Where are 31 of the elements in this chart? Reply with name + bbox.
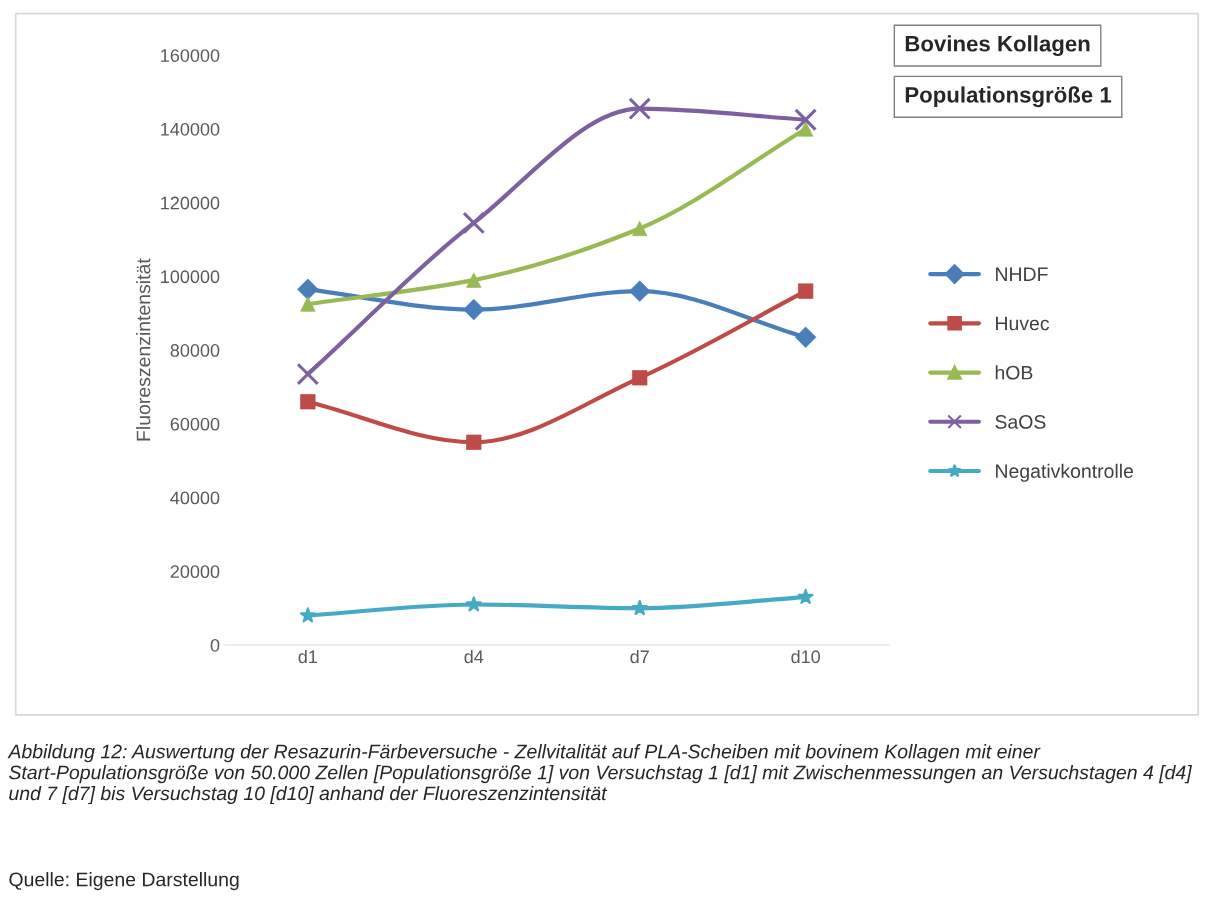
y-axis-title: Fluoreszenzintensität bbox=[136, 258, 151, 441]
y-tick-label: 60000 bbox=[170, 417, 220, 431]
y-tick-label: 40000 bbox=[170, 491, 220, 505]
x-tick-label: d10 bbox=[791, 649, 821, 664]
point bbox=[794, 108, 817, 132]
point bbox=[296, 362, 320, 386]
legend-label: Negativkontrolle bbox=[996, 463, 1134, 482]
legend-label: hOB bbox=[995, 365, 1033, 380]
y-tick-label: 100000 bbox=[161, 270, 220, 284]
point bbox=[299, 607, 316, 623]
legend-label: NHDF bbox=[996, 267, 1048, 281]
x-tick-label: d4 bbox=[464, 649, 484, 664]
point bbox=[465, 596, 482, 612]
point bbox=[628, 97, 652, 121]
point bbox=[462, 211, 486, 235]
text: Bovines Kollagen bbox=[905, 35, 1090, 57]
y-tick-label: 160000 bbox=[161, 49, 220, 62]
point bbox=[631, 599, 648, 616]
y-tick-label: 0 bbox=[210, 638, 220, 652]
source-note: Quelle: Eigene Darstellung bbox=[9, 872, 239, 891]
y-tick-label: 120000 bbox=[161, 196, 220, 210]
x-tick-label: d7 bbox=[630, 649, 649, 664]
legend-label: SaOS bbox=[995, 415, 1046, 429]
x-tick-label: d1 bbox=[298, 649, 317, 664]
text: Populationsgröße 1 bbox=[905, 86, 1112, 108]
y-tick-label: 20000 bbox=[170, 565, 220, 579]
point bbox=[797, 588, 814, 605]
legend-label: Huvec bbox=[996, 316, 1050, 331]
y-tick-label: 80000 bbox=[170, 344, 220, 357]
y-tick-label: 140000 bbox=[161, 122, 220, 136]
text: Abbildung 12: Auswertung der Resazurin-Färbeversuche - Zellvitalität auf PLA-Scheiben mit bovinem Kollagen mit einer Start-Populationsgröße von 50.000 Zellen [Populationsgröße 1] von Versuchstag 1 [d1] mit Zwischenmessungen an Versuchstagen 4 [d4] und 7 [d7] bis Versuchstag 10 [d10] anhand der Fluoreszenzintensität bbox=[7, 744, 1193, 805]
